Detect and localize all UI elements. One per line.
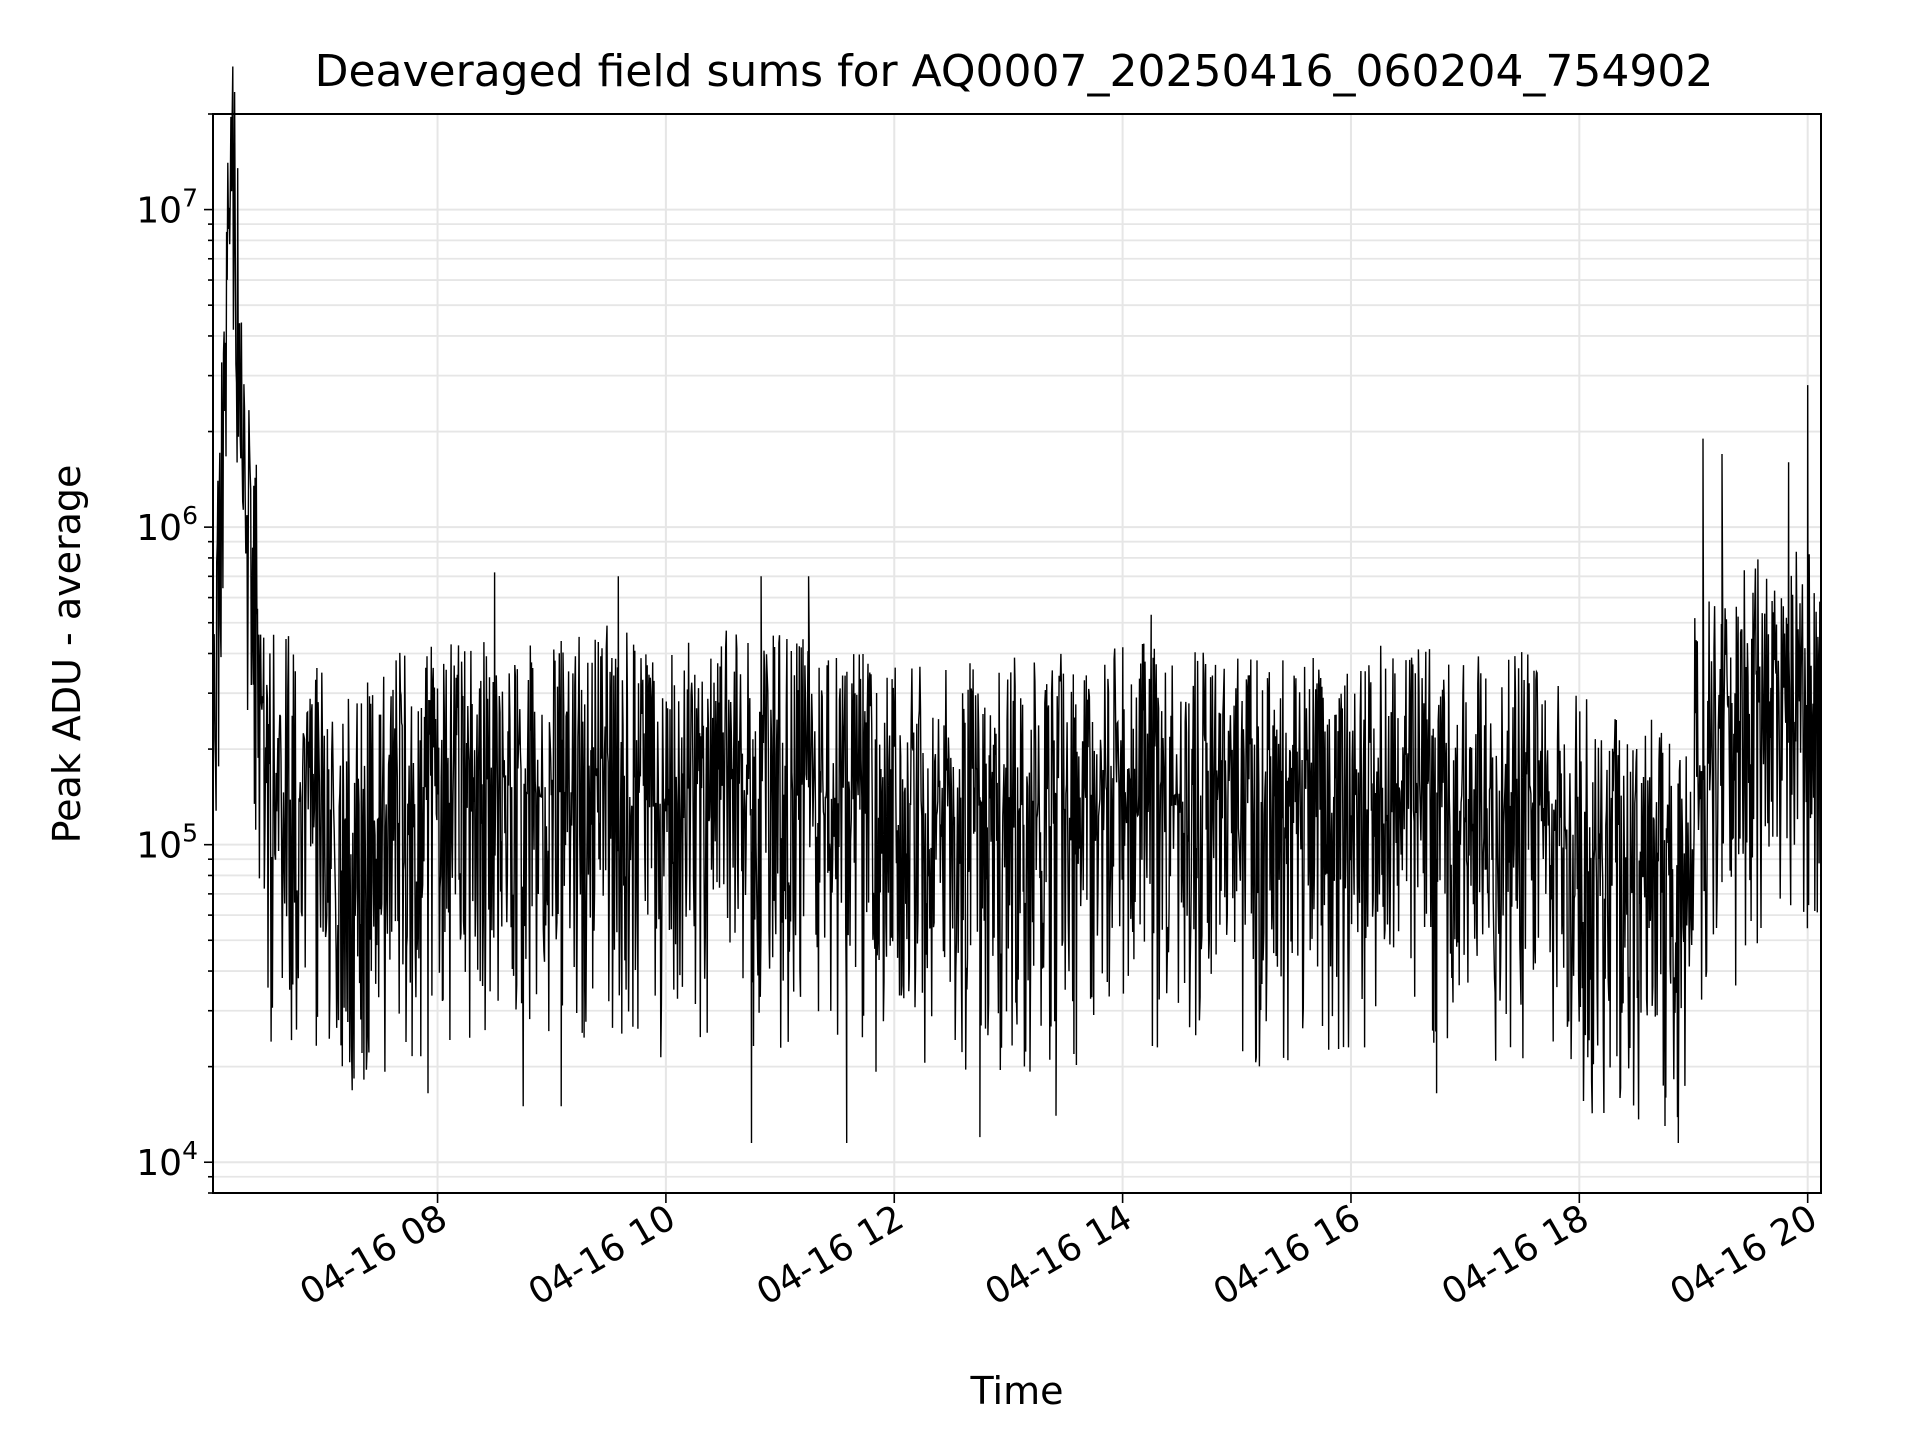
data-series (212, 66, 1822, 1144)
chart-title: Deaveraged field sums for AQ0007_2025041… (315, 46, 1714, 97)
x-axis-label: Time (970, 1369, 1064, 1413)
y-tick-label: 104 (136, 1136, 198, 1184)
y-tick-label: 105 (136, 819, 198, 867)
y-tick-label: 107 (136, 184, 198, 232)
y-tick-label: 106 (136, 501, 198, 549)
y-axis-label: Peak ADU - average (45, 465, 89, 844)
series-line (212, 66, 1822, 1144)
